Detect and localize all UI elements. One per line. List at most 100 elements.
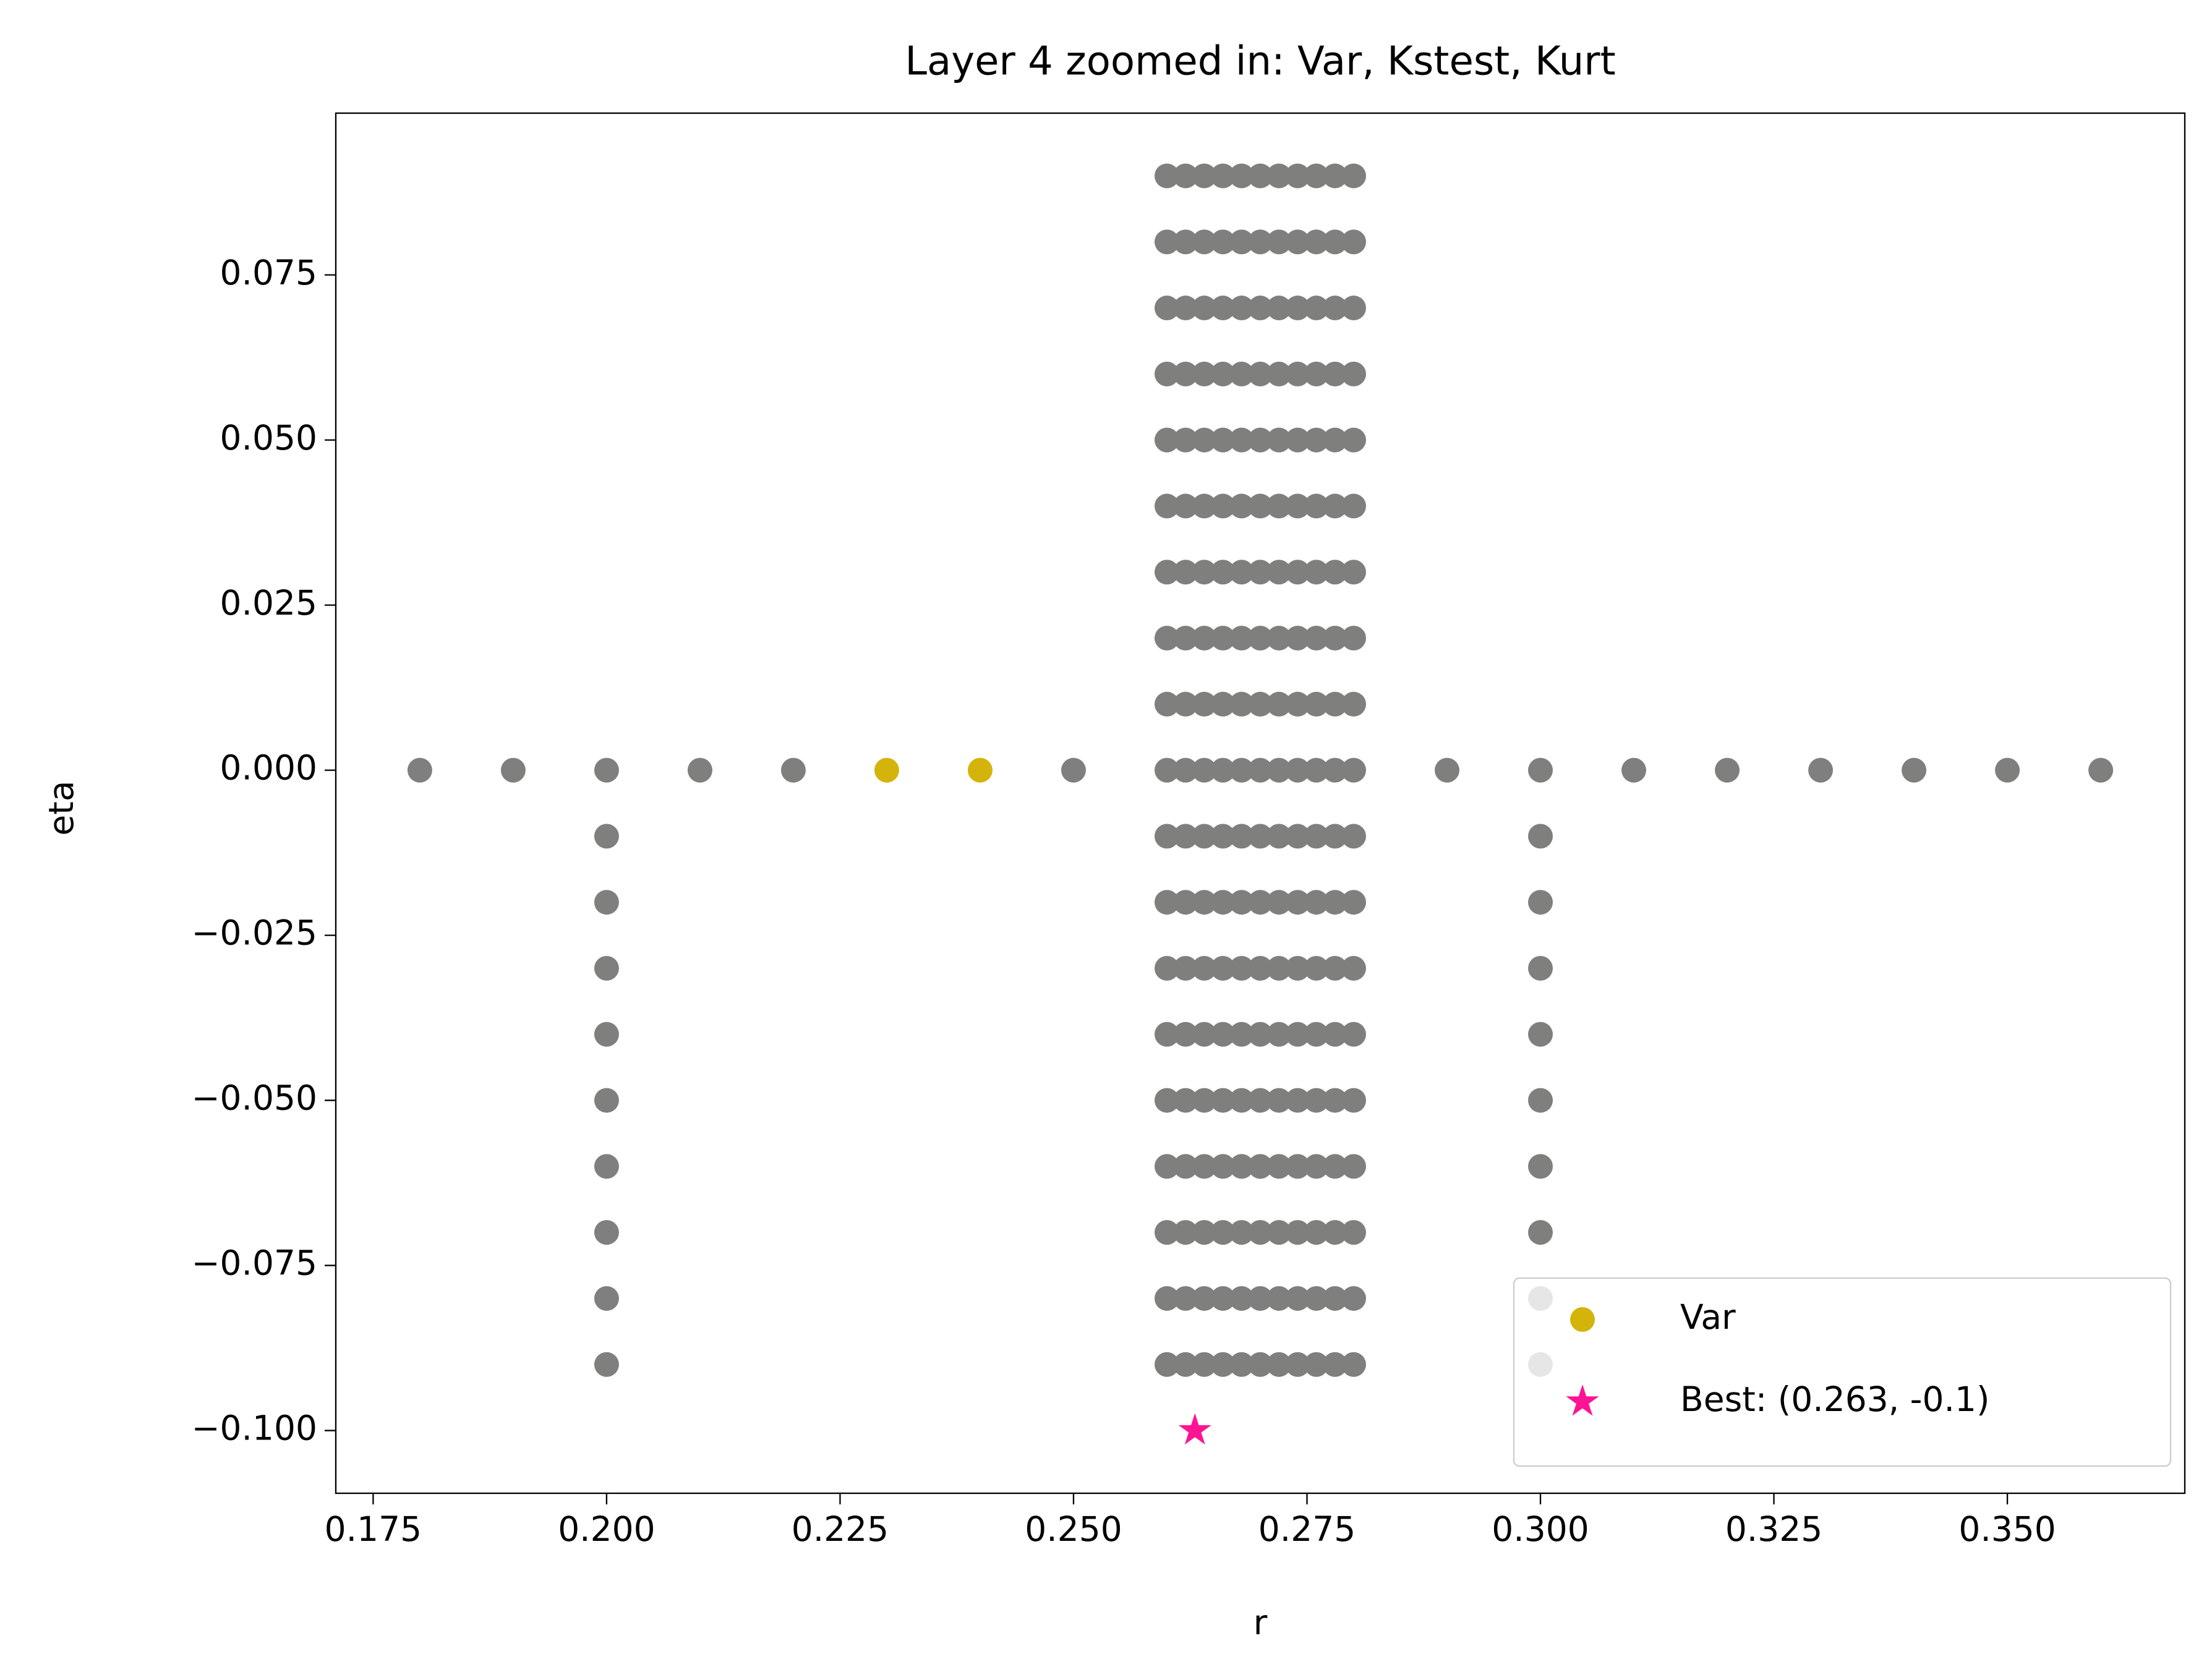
point (1248, 296, 1273, 321)
point (1322, 626, 1347, 651)
point (1341, 1352, 1367, 1377)
point (1173, 1220, 1198, 1245)
point (1154, 890, 1179, 915)
point (1210, 691, 1236, 717)
point (1322, 493, 1347, 519)
point (1210, 1021, 1236, 1047)
point (1229, 824, 1254, 849)
point (1322, 229, 1347, 255)
point (1285, 361, 1310, 386)
point (1229, 1021, 1254, 1047)
x-tick-label: 0.275 (1258, 1509, 1356, 1549)
point (1266, 296, 1292, 321)
legend-label: Var (1680, 1297, 1736, 1337)
point (1266, 361, 1292, 386)
point (1304, 1154, 1329, 1179)
point (594, 1021, 619, 1047)
point (1322, 560, 1347, 585)
point (1285, 890, 1310, 915)
point (2088, 757, 2114, 783)
point (1248, 890, 1273, 915)
point (1341, 361, 1367, 386)
x-tick-label: 0.325 (1725, 1509, 1822, 1549)
point (1154, 1154, 1179, 1179)
point (1173, 229, 1198, 255)
y-tick-label: 0.050 (220, 418, 317, 458)
point (1341, 1286, 1367, 1311)
point (1229, 427, 1254, 453)
point (1266, 163, 1292, 189)
point (1210, 229, 1236, 255)
point (1304, 493, 1329, 519)
point (594, 955, 619, 981)
point (1192, 361, 1217, 386)
point (1154, 229, 1179, 255)
point (1341, 1154, 1367, 1179)
point (1285, 955, 1310, 981)
chart-title: Layer 4 zoomed in: Var, Kstest, Kurt (905, 39, 1615, 85)
point (1210, 626, 1236, 651)
point (1229, 626, 1254, 651)
point (1341, 955, 1367, 981)
point (1173, 757, 1198, 783)
point (1210, 361, 1236, 386)
point (1248, 691, 1273, 717)
point (1528, 955, 1553, 981)
point (1248, 1286, 1273, 1311)
point (1266, 1286, 1292, 1311)
point (1192, 1021, 1217, 1047)
point (1902, 757, 1927, 783)
point (1154, 560, 1179, 585)
y-tick-label: −0.050 (191, 1078, 317, 1118)
point (1248, 1088, 1273, 1113)
x-tick-label: 0.250 (1025, 1509, 1122, 1549)
point (1322, 1220, 1347, 1245)
point (1178, 1413, 1211, 1445)
point (1304, 296, 1329, 321)
point (1304, 890, 1329, 915)
point (1192, 1088, 1217, 1113)
point (1266, 824, 1292, 849)
point (1528, 1220, 1553, 1245)
point (1322, 691, 1347, 717)
point (1210, 955, 1236, 981)
point (1154, 163, 1179, 189)
point (1173, 560, 1198, 585)
point (1304, 1088, 1329, 1113)
point (1266, 1021, 1292, 1047)
point (1341, 427, 1367, 453)
point (1210, 1286, 1236, 1311)
point (1266, 691, 1292, 717)
point (1192, 691, 1217, 717)
point (1248, 1021, 1273, 1047)
point (1173, 824, 1198, 849)
point (1322, 757, 1347, 783)
point (1285, 824, 1310, 849)
point (1173, 1021, 1198, 1047)
point (1304, 757, 1329, 783)
point (1435, 757, 1460, 783)
point (1210, 560, 1236, 585)
point (1154, 824, 1179, 849)
point (1229, 1352, 1254, 1377)
point (1173, 691, 1198, 717)
point (1192, 955, 1217, 981)
point (1322, 1286, 1347, 1311)
point (1528, 757, 1553, 783)
point (1528, 1021, 1553, 1047)
point (1341, 626, 1367, 651)
point (1192, 296, 1217, 321)
point (1528, 1088, 1553, 1113)
point (780, 757, 806, 783)
point (1995, 757, 2020, 783)
point (1341, 493, 1367, 519)
point (594, 1154, 619, 1179)
x-axis-label: r (1253, 1603, 1268, 1642)
point (1173, 626, 1198, 651)
y-tick-label: 0.000 (220, 748, 317, 788)
point (1248, 493, 1273, 519)
point (1154, 626, 1179, 651)
point (1248, 361, 1273, 386)
y-tick-label: 0.025 (220, 583, 317, 623)
